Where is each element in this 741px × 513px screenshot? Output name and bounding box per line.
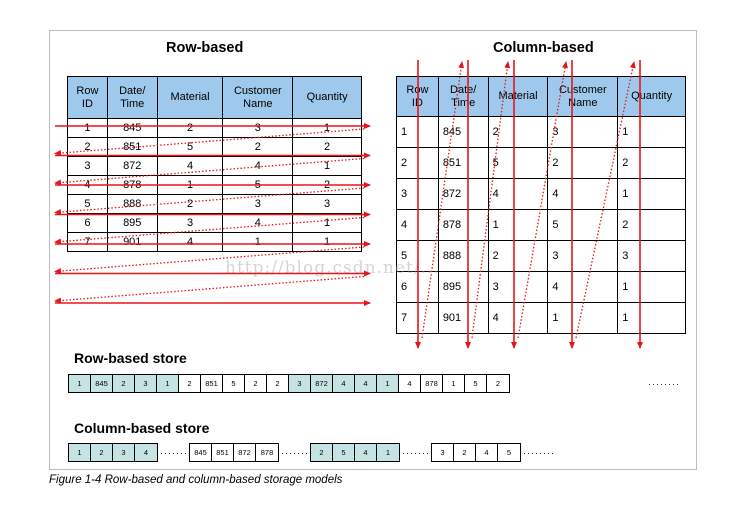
table-cell: 1 <box>617 116 686 148</box>
table-cell: 2 <box>617 147 686 179</box>
store-cell: 2 <box>495 379 501 388</box>
store-cell: 4 <box>355 444 377 461</box>
return-arrow <box>54 157 365 186</box>
store-cell: 2 <box>91 444 113 461</box>
table-cell: 845 <box>437 116 489 148</box>
group-ellipsis: ········ <box>281 448 313 458</box>
store-cell: 872 <box>311 375 333 392</box>
store-cell: 1 <box>443 375 465 392</box>
header-cell: Customer Name <box>222 76 294 119</box>
table-cell: 872 <box>437 178 489 210</box>
table-cell: 4 <box>547 271 619 303</box>
store-cell: 2 <box>454 444 476 461</box>
store-cell: 3 <box>113 444 135 461</box>
group-ellipsis: ········ <box>402 448 434 458</box>
return-arrow <box>575 61 636 339</box>
header-cell: Material <box>487 76 549 117</box>
store-cell: 4 <box>399 375 421 392</box>
store-cell: 5 <box>333 444 355 461</box>
table-cell: 1 <box>222 232 294 252</box>
store-cell: 2 <box>311 444 333 461</box>
table-cell: 901 <box>437 302 489 334</box>
store-cell: 872 <box>234 444 256 461</box>
store-cell: 1 <box>69 444 91 461</box>
return-arrow <box>54 275 365 304</box>
store-cell: 2 <box>113 375 135 392</box>
store-cell: 4 <box>135 444 157 461</box>
table-row: 1 845 2 3 1 <box>67 118 362 138</box>
store-cell: 845 <box>190 444 212 461</box>
row-based-store-strip: 1 845 2 3 1 2 851 5 2 2 3 872 4 4 1 4 878 1 5 2 <box>68 374 510 393</box>
store-cell: 4 <box>355 375 377 392</box>
column-based-title: Column-based <box>493 40 594 56</box>
store-cell: 851 <box>201 375 223 392</box>
store-cell: 1 <box>377 375 399 392</box>
store-cell: 851 <box>212 444 234 461</box>
store-cell: 845 <box>91 375 113 392</box>
table-cell: 1 <box>292 232 362 252</box>
return-arrow <box>54 128 365 157</box>
store-cell: 5 <box>506 448 512 457</box>
group-ellipsis: ········ <box>523 448 555 458</box>
column-store-group: 845 851 872 878 <box>189 443 279 462</box>
header-cell: Customer Name <box>547 76 619 117</box>
store-cell: 1 <box>377 444 399 461</box>
return-arrow <box>54 187 365 216</box>
group-ellipsis: ········ <box>160 448 192 458</box>
table-cell: 3 <box>617 240 686 272</box>
table-row: 6 895 3 4 1 <box>67 213 362 233</box>
header-cell: Material <box>156 76 224 119</box>
table-cell: 3 <box>547 116 619 148</box>
table-cell: 2 <box>487 240 549 272</box>
store-cell: 4 <box>476 444 498 461</box>
row-scan-arrows <box>54 123 371 306</box>
store-cell: 4 <box>333 375 355 392</box>
table-cell: 7 <box>67 232 108 252</box>
header-cell: Date/Time <box>437 76 489 117</box>
row-based-title: Row-based <box>166 40 244 56</box>
store-cell: 5 <box>223 375 245 392</box>
store-cell: 1 <box>69 375 91 392</box>
table-cell: 4 <box>487 178 549 210</box>
table-row: 7 901 4 1 1 <box>67 232 362 252</box>
row-store-label: Row-based store <box>74 350 187 366</box>
column-store-label: Column-based store <box>74 420 210 436</box>
table-cell: 4 <box>487 302 549 334</box>
table-cell: 1 <box>617 302 686 334</box>
table-cell: 2 <box>547 147 619 179</box>
return-arrow <box>471 61 511 339</box>
return-arrow <box>517 61 568 339</box>
store-cell: 3 <box>135 375 157 392</box>
header-cell: Date/Time <box>106 76 158 119</box>
return-arrow <box>421 61 465 339</box>
header-cell: Quantity <box>292 76 362 119</box>
store-cell: 3 <box>432 444 454 461</box>
store-cell: 878 <box>260 448 274 457</box>
store-cell: 2 <box>179 375 201 392</box>
store-cell: 1 <box>157 375 179 392</box>
store-cell: 2 <box>267 375 289 392</box>
store-cell: 878 <box>421 375 443 392</box>
store-cell: 3 <box>289 375 311 392</box>
store-cell: 5 <box>465 375 487 392</box>
table-row: 6 895 3 4 1 <box>396 271 686 303</box>
return-arrow <box>54 216 365 245</box>
table-cell: 5 <box>547 209 619 241</box>
return-arrow <box>54 246 365 275</box>
figure-caption: Figure 1-4 Row-based and column-based st… <box>49 474 343 486</box>
table-cell: 1 <box>292 156 362 176</box>
column-scan-arrows <box>415 60 643 349</box>
row-store-ellipsis: ········ <box>648 379 680 389</box>
table-cell: 1 <box>617 271 686 303</box>
store-cell: 2 <box>245 375 267 392</box>
